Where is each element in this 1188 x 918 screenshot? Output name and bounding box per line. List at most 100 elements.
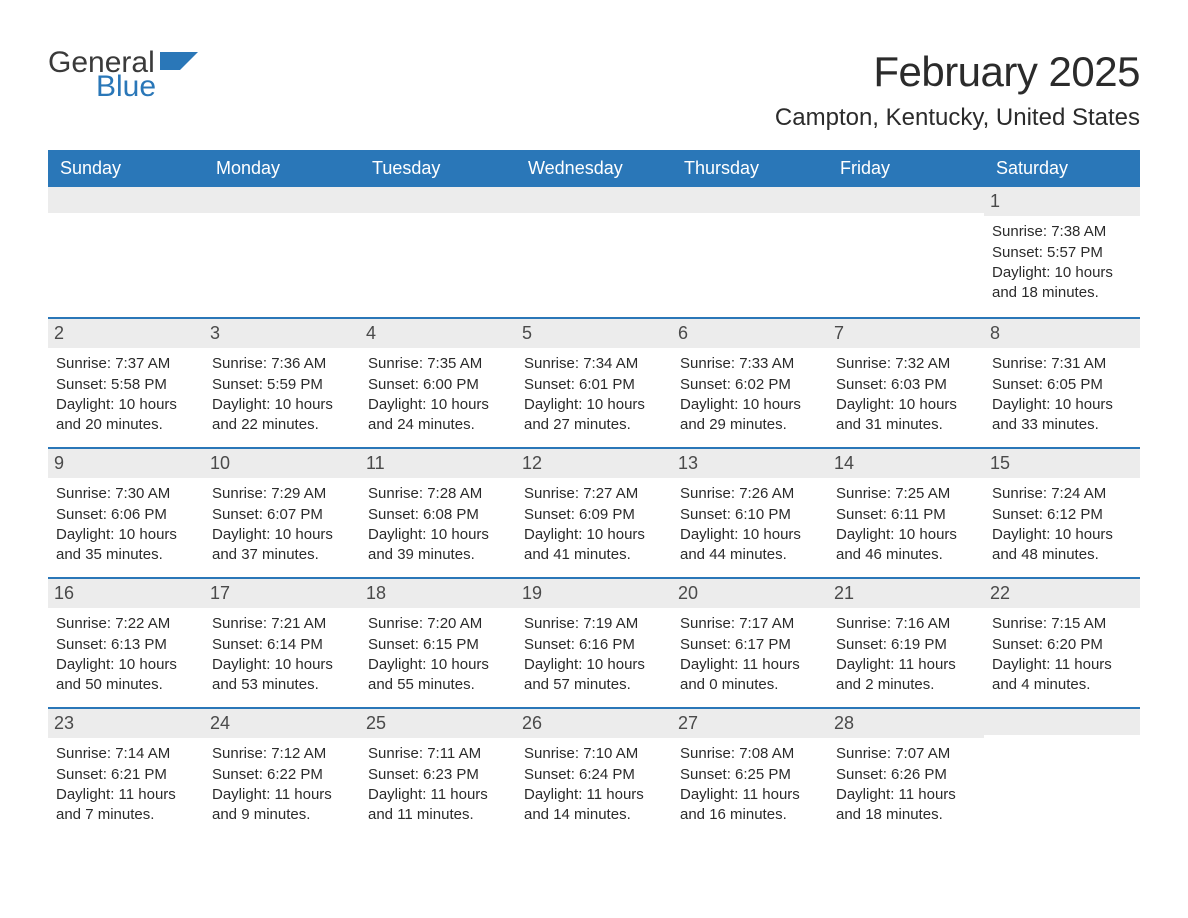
sunrise-line: Sunrise: 7:28 AM xyxy=(368,484,510,504)
daylight-line-1: Daylight: 10 hours xyxy=(680,395,822,415)
day-number xyxy=(984,709,1140,735)
sunrise-line: Sunrise: 7:15 AM xyxy=(992,614,1134,634)
daylight-line-1: Daylight: 10 hours xyxy=(992,263,1134,283)
daylight-line-2: and 20 minutes. xyxy=(56,415,198,435)
sunset-line: Sunset: 6:06 PM xyxy=(56,505,198,525)
daylight-line-2: and 14 minutes. xyxy=(524,805,666,825)
sunset-line: Sunset: 6:12 PM xyxy=(992,505,1134,525)
day-number xyxy=(828,187,984,213)
day-number xyxy=(360,187,516,213)
col-friday: Friday xyxy=(828,150,984,187)
sunset-line: Sunset: 6:19 PM xyxy=(836,635,978,655)
day-number: 28 xyxy=(828,709,984,738)
daylight-line-1: Daylight: 11 hours xyxy=(524,785,666,805)
sunrise-line: Sunrise: 7:17 AM xyxy=(680,614,822,634)
day-number: 7 xyxy=(828,319,984,348)
calendar-day: 22Sunrise: 7:15 AMSunset: 6:20 PMDayligh… xyxy=(984,579,1140,707)
daylight-line-2: and 41 minutes. xyxy=(524,545,666,565)
sunset-line: Sunset: 6:22 PM xyxy=(212,765,354,785)
month-title: February 2025 xyxy=(775,48,1140,96)
sunrise-line: Sunrise: 7:21 AM xyxy=(212,614,354,634)
day-number: 10 xyxy=(204,449,360,478)
sunset-line: Sunset: 6:16 PM xyxy=(524,635,666,655)
day-info: Sunrise: 7:33 AMSunset: 6:02 PMDaylight:… xyxy=(678,354,822,435)
daylight-line-2: and 55 minutes. xyxy=(368,675,510,695)
calendar-day: 5Sunrise: 7:34 AMSunset: 6:01 PMDaylight… xyxy=(516,319,672,447)
daylight-line-1: Daylight: 10 hours xyxy=(524,655,666,675)
day-info: Sunrise: 7:11 AMSunset: 6:23 PMDaylight:… xyxy=(366,744,510,825)
daylight-line-2: and 48 minutes. xyxy=(992,545,1134,565)
day-info: Sunrise: 7:08 AMSunset: 6:25 PMDaylight:… xyxy=(678,744,822,825)
day-info: Sunrise: 7:21 AMSunset: 6:14 PMDaylight:… xyxy=(210,614,354,695)
day-info: Sunrise: 7:30 AMSunset: 6:06 PMDaylight:… xyxy=(54,484,198,565)
calendar-week: 23Sunrise: 7:14 AMSunset: 6:21 PMDayligh… xyxy=(48,707,1140,837)
sunrise-line: Sunrise: 7:12 AM xyxy=(212,744,354,764)
day-info: Sunrise: 7:22 AMSunset: 6:13 PMDaylight:… xyxy=(54,614,198,695)
sunset-line: Sunset: 6:13 PM xyxy=(56,635,198,655)
day-number: 14 xyxy=(828,449,984,478)
calendar-day: 15Sunrise: 7:24 AMSunset: 6:12 PMDayligh… xyxy=(984,449,1140,577)
daylight-line-2: and 24 minutes. xyxy=(368,415,510,435)
daylight-line-2: and 27 minutes. xyxy=(524,415,666,435)
sunset-line: Sunset: 6:26 PM xyxy=(836,765,978,785)
daylight-line-1: Daylight: 10 hours xyxy=(212,395,354,415)
day-number: 25 xyxy=(360,709,516,738)
title-block: February 2025 Campton, Kentucky, United … xyxy=(775,48,1140,132)
calendar-day: 9Sunrise: 7:30 AMSunset: 6:06 PMDaylight… xyxy=(48,449,204,577)
sunset-line: Sunset: 6:25 PM xyxy=(680,765,822,785)
day-info: Sunrise: 7:10 AMSunset: 6:24 PMDaylight:… xyxy=(522,744,666,825)
sunrise-line: Sunrise: 7:14 AM xyxy=(56,744,198,764)
sunset-line: Sunset: 6:01 PM xyxy=(524,375,666,395)
sunrise-line: Sunrise: 7:33 AM xyxy=(680,354,822,374)
calendar-day: 3Sunrise: 7:36 AMSunset: 5:59 PMDaylight… xyxy=(204,319,360,447)
logo-flag-icon xyxy=(158,48,202,74)
daylight-line-2: and 53 minutes. xyxy=(212,675,354,695)
calendar-day: 27 Sunrise: 7:08 AMSunset: 6:25 PMDayligh… xyxy=(672,709,828,837)
day-info: Sunrise: 7:29 AMSunset: 6:07 PMDaylight:… xyxy=(210,484,354,565)
day-number: 27 xyxy=(672,709,828,738)
calendar-header-row: Sunday Monday Tuesday Wednesday Thursday… xyxy=(48,150,1140,187)
day-number: 8 xyxy=(984,319,1140,348)
day-number: 3 xyxy=(204,319,360,348)
day-info: Sunrise: 7:38 AMSunset: 5:57 PMDaylight:… xyxy=(990,222,1134,303)
sunrise-line: Sunrise: 7:31 AM xyxy=(992,354,1134,374)
col-saturday: Saturday xyxy=(984,150,1140,187)
day-number xyxy=(672,187,828,213)
daylight-line-2: and 22 minutes. xyxy=(212,415,354,435)
sunrise-line: Sunrise: 7:07 AM xyxy=(836,744,978,764)
day-number xyxy=(204,187,360,213)
calendar-week: 16 Sunrise: 7:22 AMSunset: 6:13 PMDayligh… xyxy=(48,577,1140,707)
logo-text-block: General Blue xyxy=(48,48,156,102)
daylight-line-2: and 39 minutes. xyxy=(368,545,510,565)
calendar-day: 13Sunrise: 7:26 AMSunset: 6:10 PMDayligh… xyxy=(672,449,828,577)
day-info: Sunrise: 7:28 AMSunset: 6:08 PMDaylight:… xyxy=(366,484,510,565)
daylight-line-2: and 16 minutes. xyxy=(680,805,822,825)
calendar-day xyxy=(828,187,984,317)
sunset-line: Sunset: 5:59 PM xyxy=(212,375,354,395)
sunset-line: Sunset: 6:10 PM xyxy=(680,505,822,525)
sunrise-line: Sunrise: 7:25 AM xyxy=(836,484,978,504)
daylight-line-2: and 18 minutes. xyxy=(836,805,978,825)
day-info: Sunrise: 7:15 AMSunset: 6:20 PMDaylight:… xyxy=(990,614,1134,695)
calendar-day: 6Sunrise: 7:33 AMSunset: 6:02 PMDaylight… xyxy=(672,319,828,447)
sunrise-line: Sunrise: 7:34 AM xyxy=(524,354,666,374)
col-sunday: Sunday xyxy=(48,150,204,187)
calendar-day: 10 Sunrise: 7:29 AMSunset: 6:07 PMDayligh… xyxy=(204,449,360,577)
sunrise-line: Sunrise: 7:37 AM xyxy=(56,354,198,374)
sunrise-line: Sunrise: 7:08 AM xyxy=(680,744,822,764)
sunset-line: Sunset: 6:23 PM xyxy=(368,765,510,785)
day-number: 16 xyxy=(48,579,204,608)
day-number: 5 xyxy=(516,319,672,348)
logo-word-blue: Blue xyxy=(96,72,156,102)
day-info: Sunrise: 7:31 AMSunset: 6:05 PMDaylight:… xyxy=(990,354,1134,435)
col-thursday: Thursday xyxy=(672,150,828,187)
location: Campton, Kentucky, United States xyxy=(775,104,1140,132)
daylight-line-2: and 37 minutes. xyxy=(212,545,354,565)
day-number: 24 xyxy=(204,709,360,738)
calendar-day: 4Sunrise: 7:35 AMSunset: 6:00 PMDaylight… xyxy=(360,319,516,447)
calendar-day: 16 Sunrise: 7:22 AMSunset: 6:13 PMDayligh… xyxy=(48,579,204,707)
daylight-line-1: Daylight: 10 hours xyxy=(212,525,354,545)
daylight-line-1: Daylight: 11 hours xyxy=(56,785,198,805)
daylight-line-2: and 31 minutes. xyxy=(836,415,978,435)
daylight-line-1: Daylight: 11 hours xyxy=(368,785,510,805)
